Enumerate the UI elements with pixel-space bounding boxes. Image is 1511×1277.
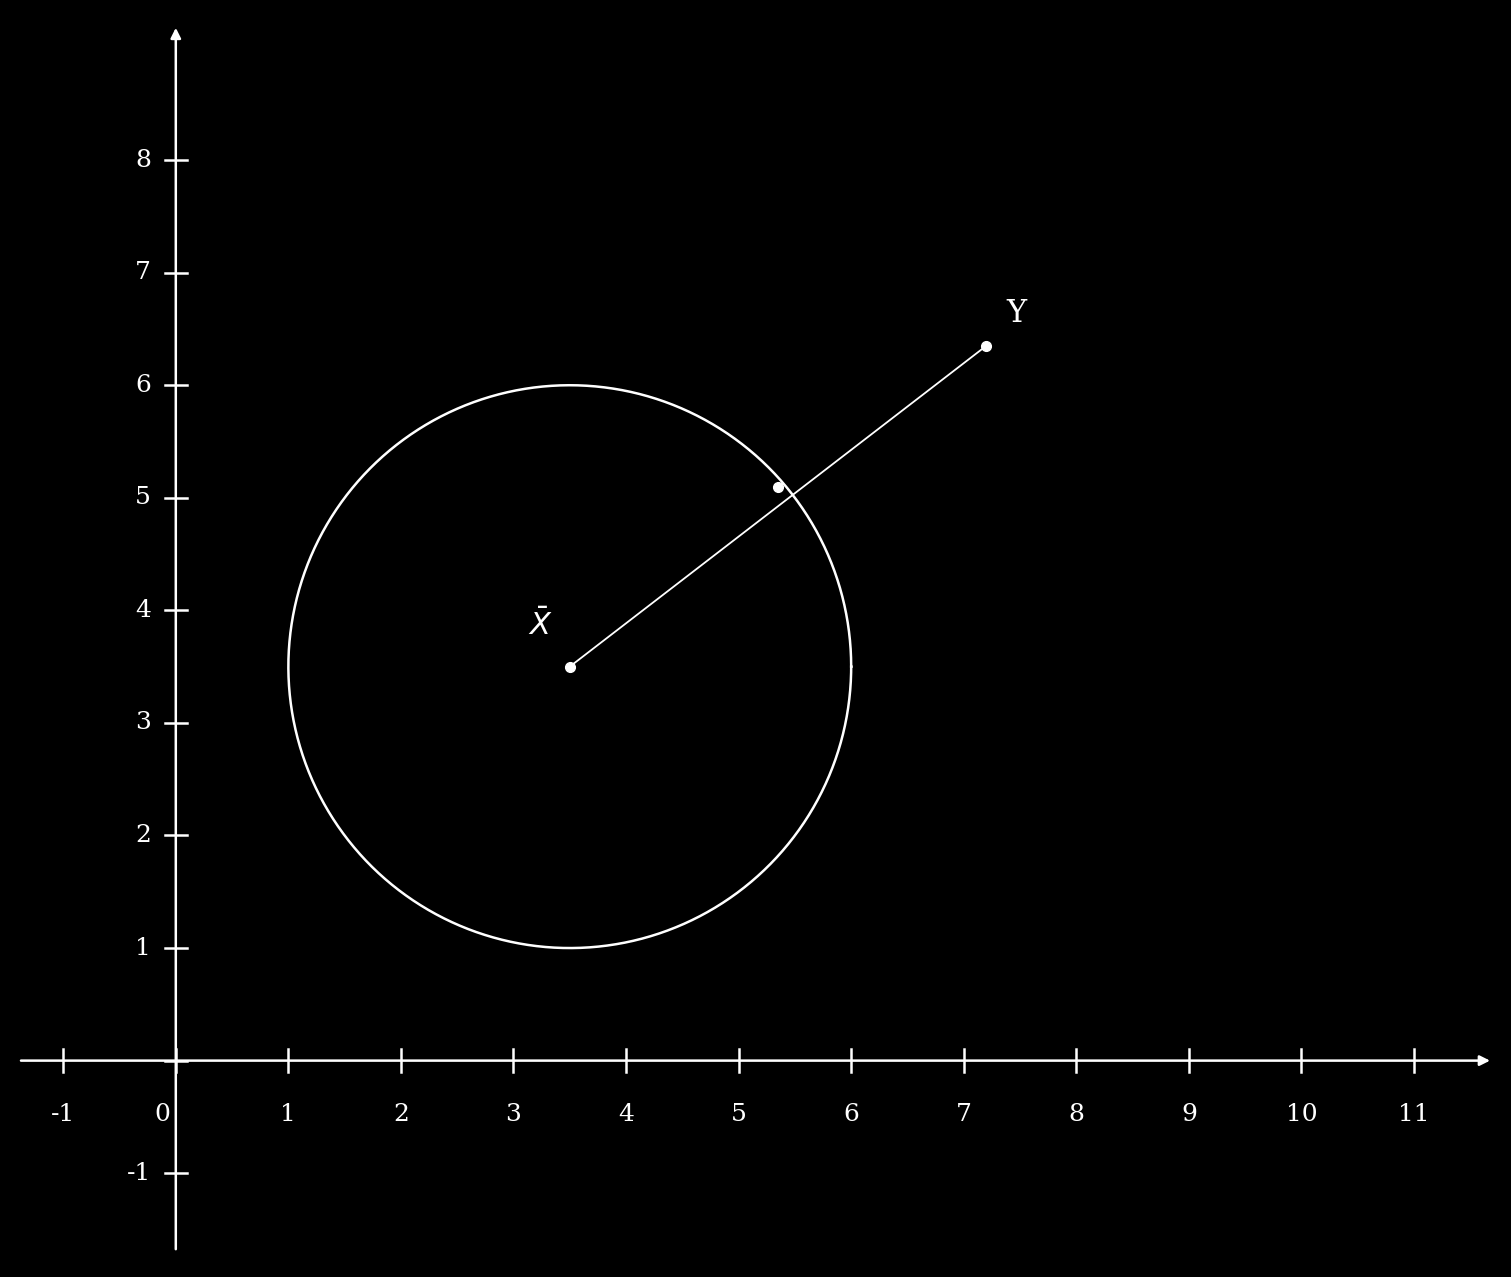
Text: 2: 2 xyxy=(393,1103,409,1126)
Text: -1: -1 xyxy=(51,1103,76,1126)
Text: 1: 1 xyxy=(281,1103,296,1126)
Text: 5: 5 xyxy=(731,1103,746,1126)
Text: 3: 3 xyxy=(506,1103,521,1126)
Text: 0: 0 xyxy=(154,1103,171,1126)
Text: 8: 8 xyxy=(134,148,151,171)
Text: 10: 10 xyxy=(1286,1103,1318,1126)
Text: 1: 1 xyxy=(136,936,151,959)
Text: 11: 11 xyxy=(1398,1103,1429,1126)
Text: 3: 3 xyxy=(134,711,151,734)
Text: 6: 6 xyxy=(134,374,151,397)
Text: 5: 5 xyxy=(134,487,151,510)
Text: $\bar{X}$: $\bar{X}$ xyxy=(529,609,553,642)
Text: Y: Y xyxy=(1006,298,1026,329)
Text: 7: 7 xyxy=(134,262,151,285)
Text: 8: 8 xyxy=(1068,1103,1085,1126)
Text: 6: 6 xyxy=(843,1103,860,1126)
Text: 4: 4 xyxy=(618,1103,635,1126)
Text: 4: 4 xyxy=(134,599,151,622)
Text: 9: 9 xyxy=(1182,1103,1197,1126)
Text: -1: -1 xyxy=(127,1162,151,1185)
Text: 7: 7 xyxy=(956,1103,972,1126)
Text: 2: 2 xyxy=(134,824,151,847)
